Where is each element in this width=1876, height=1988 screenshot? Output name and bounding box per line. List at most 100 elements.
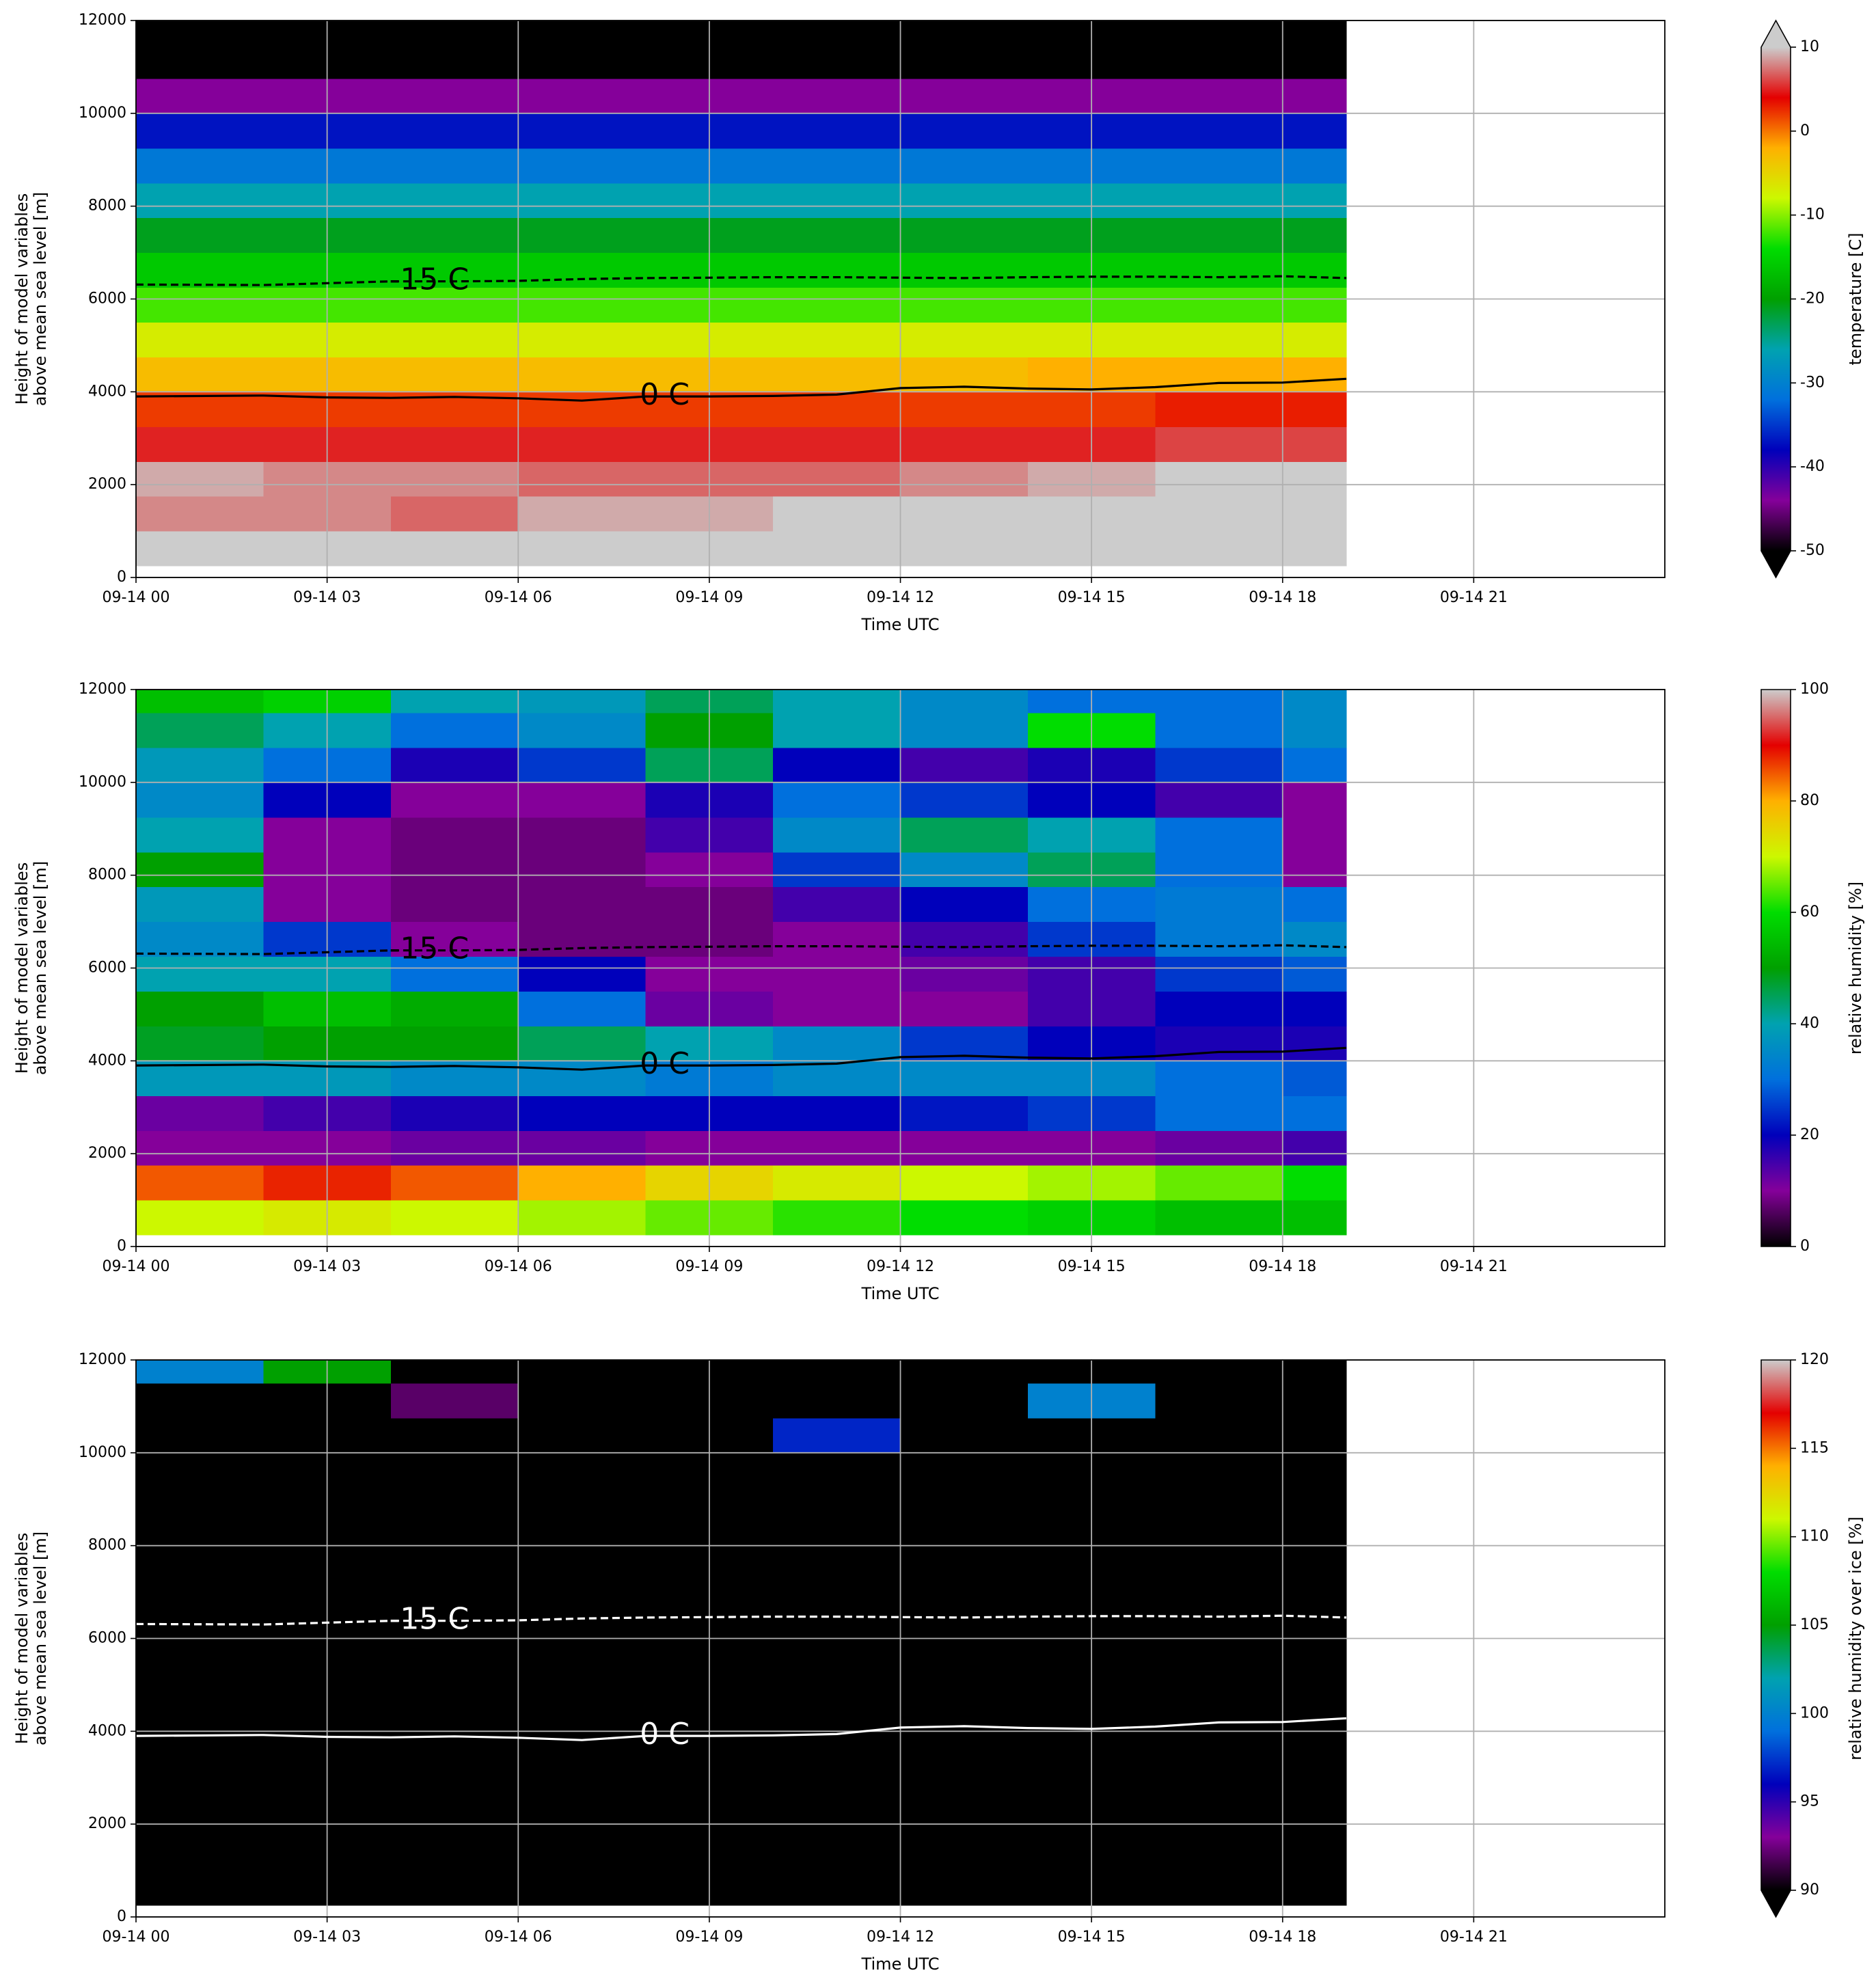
heatmap-cell xyxy=(773,322,901,357)
colorbar-tick-label: -40 xyxy=(1800,458,1825,475)
heatmap-cell xyxy=(1155,426,1283,462)
heatmap-cell xyxy=(773,921,901,957)
x-tick-label: 09-14 18 xyxy=(1249,589,1316,606)
heatmap-cell xyxy=(1282,1130,1347,1166)
heatmap-cell xyxy=(518,182,647,219)
heatmap-cell xyxy=(773,1061,901,1096)
heatmap-cell xyxy=(773,531,901,567)
heatmap-cell xyxy=(900,322,1029,357)
colorbar-tick-label: 105 xyxy=(1800,1616,1829,1633)
x-tick-label: 09-14 12 xyxy=(867,589,934,606)
heatmap-cell xyxy=(1282,852,1347,888)
heatmap-cell xyxy=(900,690,1029,713)
x-tick-label: 09-14 00 xyxy=(103,589,170,606)
heatmap-cell xyxy=(773,182,901,219)
x-tick-label: 09-14 03 xyxy=(293,1929,361,1946)
heatmap-cell xyxy=(773,690,901,713)
heatmap-cell xyxy=(1155,461,1283,497)
colorbar-extend-min xyxy=(1761,551,1791,577)
heatmap-cell xyxy=(518,1417,647,1454)
heatmap-cell xyxy=(900,1557,1029,1593)
heatmap-cell xyxy=(773,956,901,992)
heatmap-cell xyxy=(900,43,1029,79)
heatmap-cell xyxy=(1282,1200,1347,1236)
heatmap-cell xyxy=(1155,287,1283,323)
heatmap-cell xyxy=(1155,392,1283,427)
heatmap-cell xyxy=(136,21,264,44)
heatmap-cell xyxy=(136,1026,264,1061)
heatmap-cell xyxy=(900,747,1029,783)
heatmap-cell xyxy=(1155,113,1283,149)
heatmap-cell xyxy=(900,426,1029,462)
heatmap-cell xyxy=(518,322,647,357)
heatmap-cell xyxy=(1155,1836,1283,1871)
heatmap-cell xyxy=(390,1870,519,1906)
heatmap-cell xyxy=(1282,426,1347,462)
colorbar-extend-max xyxy=(1761,21,1791,47)
colorbar-tick-label: -50 xyxy=(1800,542,1825,559)
heatmap-cell xyxy=(773,252,901,288)
colorbar-tick-label: 110 xyxy=(1800,1528,1829,1545)
heatmap-cell xyxy=(773,747,901,783)
heatmap-cell xyxy=(1282,21,1347,44)
heatmap-cell xyxy=(1155,1731,1283,1767)
heatmap-cell xyxy=(518,78,647,114)
heatmap-cell xyxy=(390,1452,519,1488)
heatmap-cell xyxy=(900,712,1029,748)
heatmap-cell xyxy=(773,461,901,497)
y-tick-label: 6000 xyxy=(88,290,126,308)
heatmap-cell xyxy=(136,531,264,567)
colorbar-tick-label: -30 xyxy=(1800,374,1825,391)
heatmap-cell xyxy=(773,496,901,532)
heatmap-cell xyxy=(390,1026,519,1061)
heatmap-cell xyxy=(136,782,264,818)
heatmap-cell xyxy=(390,1661,519,1697)
contour-label: -15 C xyxy=(389,931,469,966)
y-tick-label: 6000 xyxy=(88,1630,126,1647)
heatmap-cell xyxy=(390,496,519,532)
heatmap-cell xyxy=(136,1095,264,1131)
heatmap-cell xyxy=(900,1661,1029,1697)
heatmap-cell xyxy=(136,1487,264,1523)
heatmap-cell xyxy=(1155,322,1283,357)
y-tick-label: 0 xyxy=(117,1908,126,1925)
x-tick-label: 09-14 00 xyxy=(103,1258,170,1275)
heatmap-cell xyxy=(1155,1130,1283,1166)
heatmap-cell xyxy=(1282,1452,1347,1488)
heatmap-cell xyxy=(136,1870,264,1906)
heatmap-cell xyxy=(390,1557,519,1593)
heatmap-cell xyxy=(1155,1417,1283,1454)
heatmap-cell xyxy=(1155,1165,1283,1201)
heatmap-cell xyxy=(1155,252,1283,288)
x-tick-label: 09-14 15 xyxy=(1058,589,1126,606)
y-axis-label: Height of model variables xyxy=(12,193,31,405)
y-tick-label: 8000 xyxy=(88,1537,126,1554)
heatmap-cell xyxy=(773,1417,901,1454)
x-tick-label: 09-14 12 xyxy=(867,1929,934,1946)
heatmap-cell xyxy=(1155,712,1283,748)
heatmap-cell xyxy=(1282,956,1347,992)
heatmap-cell xyxy=(773,1801,901,1836)
heatmap-cell xyxy=(390,1200,519,1236)
heatmap-cell xyxy=(773,1661,901,1697)
heatmap-cell xyxy=(1282,78,1347,114)
heatmap-cell xyxy=(1155,991,1283,1026)
y-tick-label: 0 xyxy=(117,569,126,586)
x-tick-label: 09-14 03 xyxy=(293,589,361,606)
heatmap-cell xyxy=(773,1766,901,1801)
y-tick-label: 8000 xyxy=(88,198,126,215)
heatmap-cell xyxy=(1282,1626,1347,1663)
heatmap-cell xyxy=(1282,1487,1347,1523)
heatmap-cell xyxy=(390,148,519,184)
heatmap-cell xyxy=(136,1766,264,1801)
x-tick-label: 09-14 09 xyxy=(675,589,743,606)
heatmap-cell xyxy=(773,1731,901,1767)
heatmap-cell xyxy=(390,1801,519,1836)
heatmap-cell xyxy=(136,182,264,219)
heatmap-cell xyxy=(136,1592,264,1628)
x-tick-label: 09-14 18 xyxy=(1249,1929,1316,1946)
heatmap-cell xyxy=(136,1061,264,1096)
heatmap-cell xyxy=(518,252,647,288)
heatmap-cell xyxy=(1282,747,1347,783)
heatmap-cell xyxy=(136,1522,264,1558)
